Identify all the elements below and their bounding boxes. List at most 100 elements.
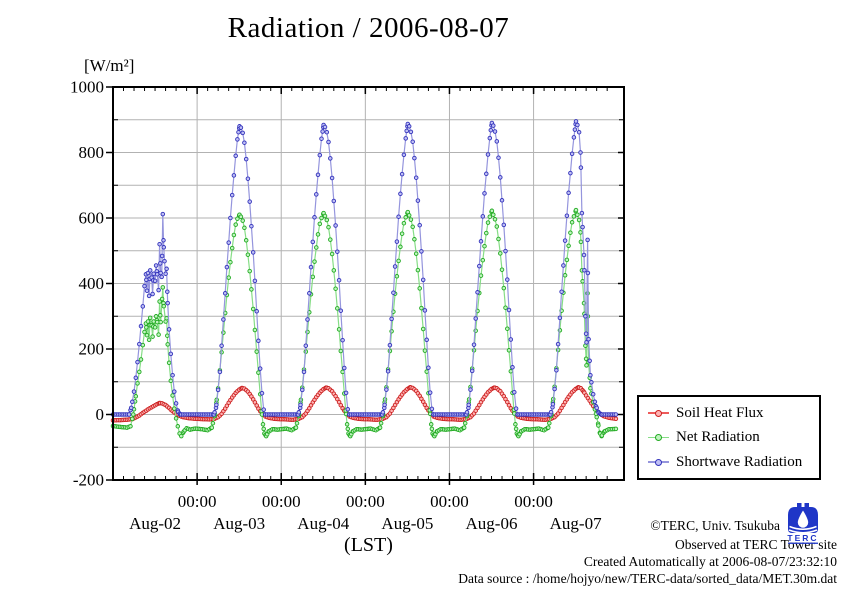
data-point-marker (478, 273, 484, 278)
data-point-marker (494, 224, 500, 229)
data-point-marker (336, 277, 342, 283)
series-line (113, 119, 616, 416)
data-point-marker (382, 402, 387, 408)
data-point-marker (343, 390, 349, 396)
day-label: Aug-05 (381, 514, 433, 533)
data-point-marker (161, 245, 167, 250)
data-point-marker (152, 325, 158, 330)
data-point-marker (468, 387, 473, 392)
data-point-marker (333, 223, 338, 228)
data-point-marker (150, 291, 155, 297)
data-point-marker (489, 208, 495, 214)
data-point-marker (566, 243, 571, 249)
data-point-marker (324, 129, 330, 135)
net-radiation-marker-icon (648, 433, 669, 442)
data-point-marker (420, 326, 426, 332)
data-point-marker (158, 313, 163, 318)
data-point-marker (317, 221, 323, 227)
data-point-marker (487, 135, 493, 141)
data-point-marker (153, 263, 159, 268)
data-point-marker (485, 220, 491, 225)
data-point-marker (254, 349, 259, 354)
data-point-marker (378, 420, 384, 426)
data-point-marker (238, 125, 244, 130)
data-point-marker (496, 236, 501, 242)
data-point-marker (506, 307, 512, 313)
data-point-marker (480, 257, 486, 263)
data-point-marker (228, 259, 233, 265)
data-point-marker (172, 389, 177, 394)
data-point-marker (399, 231, 405, 236)
data-point-marker (385, 369, 391, 374)
data-point-marker (331, 268, 337, 273)
data-point-marker (310, 274, 316, 280)
data-point-marker (133, 394, 139, 399)
data-point-marker (380, 410, 386, 415)
data-source-text: Data source : /home/hojyo/new/TERC-data/… (458, 571, 837, 586)
data-point-marker (257, 366, 263, 371)
data-point-marker (583, 331, 589, 336)
data-point-marker (235, 216, 240, 221)
data-point-marker (561, 263, 566, 268)
data-point-marker (510, 365, 515, 370)
data-point-marker (471, 342, 477, 347)
data-point-marker (217, 369, 223, 375)
data-point-marker (328, 237, 333, 242)
data-point-marker (590, 391, 596, 397)
data-point-marker (245, 176, 251, 181)
data-point-marker (466, 402, 471, 408)
data-point-marker (314, 245, 319, 250)
data-point-marker (424, 337, 429, 343)
data-point-marker (345, 407, 351, 412)
data-point-marker (135, 381, 140, 386)
data-point-marker (498, 175, 503, 180)
data-point-marker (322, 124, 328, 130)
data-point-marker (389, 316, 394, 322)
data-point-marker (340, 337, 345, 343)
data-point-marker (582, 268, 587, 273)
data-point-marker (548, 409, 554, 415)
data-point-marker (422, 308, 428, 313)
data-point-marker (496, 155, 501, 160)
data-point-marker (210, 420, 216, 426)
data-point-marker (168, 378, 174, 384)
data-point-marker (501, 285, 507, 291)
data-point-marker (584, 340, 589, 345)
data-point-marker (488, 127, 494, 133)
data-point-marker (429, 426, 435, 432)
data-point-marker (492, 129, 498, 134)
y-tick-label: 600 (79, 209, 105, 228)
data-point-marker (261, 407, 266, 412)
data-point-marker (484, 230, 489, 236)
data-point-marker (222, 291, 228, 296)
data-point-marker (159, 296, 165, 302)
data-point-marker (135, 359, 140, 365)
legend-item-shortwave-radiation: Shortwave Radiation (648, 454, 819, 471)
data-point-marker (491, 123, 496, 128)
data-point-marker (572, 127, 578, 132)
data-point-marker (315, 232, 321, 237)
data-point-marker (568, 170, 573, 176)
data-point-marker (242, 225, 247, 231)
data-point-marker (152, 278, 158, 284)
data-point-marker (427, 390, 433, 395)
data-point-marker (326, 224, 331, 230)
data-point-marker (165, 342, 170, 347)
data-point-marker (319, 215, 324, 221)
data-point-marker (482, 191, 487, 196)
data-point-marker (586, 336, 591, 342)
data-point-marker (557, 315, 563, 321)
data-point-marker (415, 198, 421, 203)
data-point-marker (419, 305, 424, 311)
data-point-marker (240, 218, 245, 223)
legend-item-soil-heat-flux: Soil Heat Flux (648, 405, 819, 422)
data-point-marker (157, 299, 162, 304)
data-point-marker (250, 306, 256, 312)
data-point-marker (163, 271, 168, 276)
data-point-marker (165, 300, 170, 306)
data-point-marker (501, 222, 507, 228)
data-point-marker (245, 252, 251, 257)
data-point-marker (243, 238, 249, 243)
